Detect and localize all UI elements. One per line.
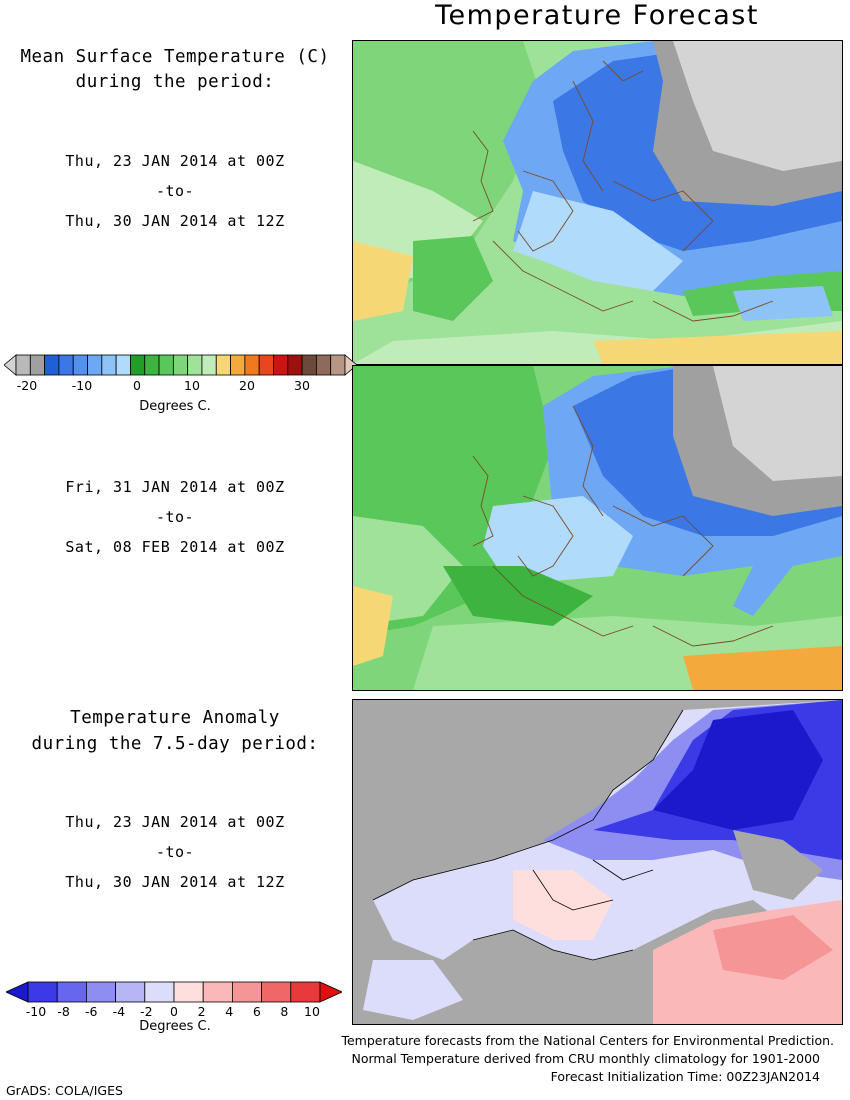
- anomaly-scale-bar: [5, 981, 343, 1003]
- scale-tick-label: -2: [140, 1004, 153, 1019]
- scale-arrow-low: [5, 981, 29, 1003]
- forecast-map-week1: [352, 40, 843, 365]
- scale-swatch: [330, 354, 346, 376]
- scale-swatch: [315, 354, 332, 376]
- scale-tick-label: 10: [304, 1004, 320, 1019]
- scale-swatch: [58, 354, 74, 376]
- panel1-separator: -to-: [155, 182, 195, 200]
- panel3-start-date: Thu, 23 JAN 2014 at 00Z: [65, 813, 285, 831]
- scale-tick-label: 6: [252, 1004, 261, 1019]
- scale-swatch: [87, 354, 103, 376]
- scale-tick-label: 8: [280, 1004, 289, 1019]
- scale-swatch: [290, 981, 321, 1003]
- scale-tick-label: -6: [84, 1004, 98, 1019]
- scale-tick-label: 0: [133, 378, 141, 393]
- scale-tick-label: 0: [170, 1004, 178, 1019]
- panel3-heading-line2: during the 7.5-day period:: [31, 734, 319, 754]
- scale-swatch: [44, 354, 60, 376]
- footer-init-time: Forecast Initialization Time: 00Z23JAN20…: [550, 1069, 820, 1084]
- temperature-scale-ticks: -20 -10 0 10 20 30: [0, 378, 360, 396]
- scale-swatch: [15, 354, 31, 376]
- scale-swatch: [258, 354, 274, 376]
- scale-swatch: [173, 981, 204, 1003]
- scale-swatch: [86, 981, 117, 1003]
- scale-swatch: [130, 354, 146, 376]
- scale-swatch: [301, 354, 317, 376]
- scale-swatch: [273, 354, 289, 376]
- temperature-color-scale: [3, 354, 358, 376]
- forecast-map-week2: [352, 365, 843, 691]
- scale-swatch: [202, 981, 233, 1003]
- scale-tick-label: 20: [239, 378, 255, 393]
- anomaly-scale-caption: Degrees C.: [139, 1019, 211, 1034]
- scale-tick-label: 10: [184, 378, 200, 393]
- panel2-separator: -to-: [155, 508, 195, 526]
- scale-tick-label: -8: [57, 1004, 70, 1019]
- scale-swatch: [56, 981, 87, 1003]
- scale-swatch: [101, 354, 117, 376]
- scale-tick-label: 2: [197, 1004, 206, 1019]
- scale-tick-label: -20: [16, 378, 38, 393]
- scale-tick-label: -10: [25, 1004, 47, 1019]
- scale-swatch: [27, 981, 58, 1003]
- scale-arrow-low: [3, 354, 17, 376]
- footer-source-line: Temperature forecasts from the National …: [341, 1033, 834, 1048]
- scale-swatch: [287, 354, 303, 376]
- scale-swatch: [187, 354, 203, 376]
- panel3-end-date: Thu, 30 JAN 2014 at 12Z: [65, 873, 285, 891]
- panel1-end-date: Thu, 30 JAN 2014 at 12Z: [65, 212, 285, 230]
- scale-swatch: [231, 981, 262, 1003]
- panel2-start-date: Fri, 31 JAN 2014 at 00Z: [65, 478, 285, 496]
- scale-swatch: [172, 354, 189, 376]
- scale-swatch: [261, 981, 292, 1003]
- scale-tick-label: -4: [112, 1004, 126, 1019]
- anomaly-scale-ticks: -10 -8 -6 -4 -2 0 2 4 6 8 10: [0, 1004, 345, 1022]
- panel1-heading-line1: Mean Surface Temperature (C): [20, 47, 330, 67]
- scale-swatch: [230, 354, 246, 376]
- grads-credit: GrADS: COLA/IGES: [6, 1083, 123, 1098]
- scale-swatch: [29, 354, 46, 376]
- scale-swatch: [144, 981, 175, 1003]
- scale-tick-label: 4: [225, 1004, 234, 1019]
- scale-tick-label: -10: [71, 378, 93, 393]
- temperature-scale-caption: Degrees C.: [139, 399, 211, 414]
- footer-normal-line: Normal Temperature derived from CRU mont…: [351, 1051, 820, 1066]
- scale-swatch: [158, 354, 174, 376]
- panel3-separator: -to-: [155, 843, 195, 861]
- panel3-heading-line1: Temperature Anomaly: [70, 708, 280, 728]
- panel1-start-date: Thu, 23 JAN 2014 at 00Z: [65, 152, 285, 170]
- scale-arrow-high: [344, 354, 358, 376]
- anomaly-color-scale: [5, 981, 343, 1003]
- scale-swatch: [115, 354, 131, 376]
- anomaly-map: [352, 699, 843, 1025]
- scale-swatch: [115, 981, 146, 1003]
- scale-swatch: [72, 354, 88, 376]
- scale-swatch: [201, 354, 217, 376]
- page-title: Temperature Forecast: [435, 0, 759, 31]
- scale-swatch: [215, 354, 231, 376]
- panel1-heading-line2: during the period:: [75, 72, 275, 92]
- temperature-scale-bar: [3, 354, 358, 376]
- scale-swatch: [244, 354, 260, 376]
- panel2-end-date: Sat, 08 FEB 2014 at 00Z: [65, 538, 285, 556]
- scale-tick-label: 30: [294, 378, 310, 393]
- scale-swatch: [144, 354, 160, 376]
- scale-arrow-high: [319, 981, 343, 1003]
